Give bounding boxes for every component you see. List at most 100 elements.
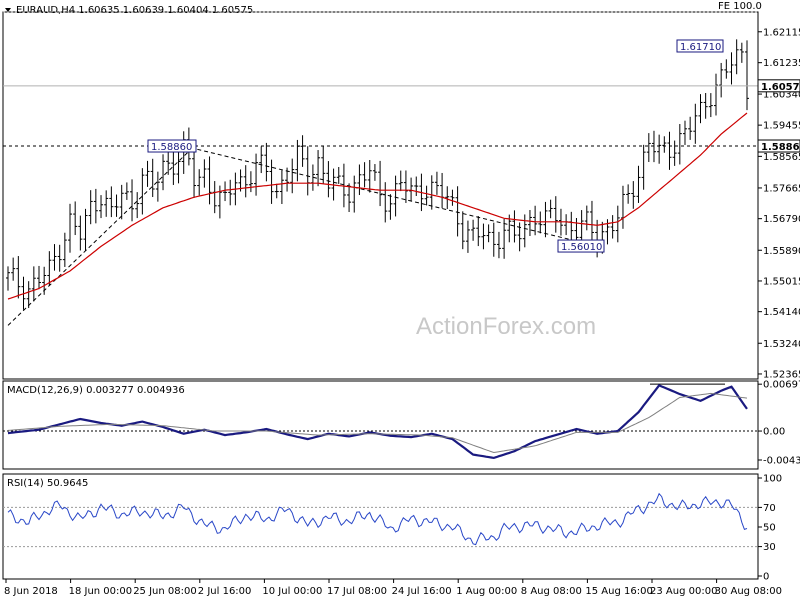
- rsi-y-axis: 100 70 50 30 0: [3, 474, 782, 583]
- macd-panel[interactable]: MACD(12,26,9) 0.003277 0.004936 0.006976…: [2, 380, 800, 470]
- price-bar: [434, 171, 439, 195]
- price-bar: [615, 205, 620, 243]
- price-bar: [104, 190, 109, 217]
- fe-label: FE 100.0: [718, 1, 762, 12]
- price-bar: [367, 160, 372, 193]
- price-bar: [429, 175, 434, 210]
- price-bar: [238, 169, 243, 192]
- price-bar: [651, 130, 656, 163]
- price-bar: [548, 199, 553, 219]
- price-bar: [93, 188, 98, 224]
- price-bar: [42, 266, 47, 295]
- price-bar: [321, 145, 326, 185]
- price-bar: [161, 154, 166, 191]
- price-tick-label: 1.53240: [763, 339, 800, 350]
- price-bar: [207, 156, 212, 205]
- price-bar: [78, 215, 83, 251]
- time-tick-label: 2 Jul 16:00: [198, 586, 252, 597]
- header-triangle-icon: [5, 8, 11, 12]
- price-tick-label: 1.56790: [763, 214, 800, 225]
- price-bar: [290, 158, 295, 194]
- rsi-path: [7, 492, 748, 546]
- price-bar: [383, 182, 388, 223]
- price-bar: [150, 158, 155, 198]
- price-bar: [326, 161, 331, 198]
- time-tick-label: 17 Jul 08:00: [327, 586, 387, 597]
- rsi-line: [7, 492, 748, 546]
- rsi-title: RSI(14) 50.9645: [7, 478, 88, 489]
- macd-signal-line: [7, 392, 748, 454]
- price-label-text: 1.58860: [151, 142, 192, 153]
- time-tick-label: 25 Jun 08:00: [133, 586, 197, 597]
- price-bar: [538, 211, 543, 234]
- price-tick-label: 1.62115: [763, 27, 800, 38]
- price-bar: [254, 153, 259, 196]
- price-bar: [99, 195, 104, 219]
- price-bar: [455, 186, 460, 237]
- price-tick-label: 1.55890: [763, 246, 800, 257]
- price-bar: [62, 232, 67, 267]
- price-bar: [259, 146, 264, 174]
- rsi-panel[interactable]: RSI(14) 50.9645 100 70 50 30 0: [2, 473, 782, 583]
- price-bar: [393, 175, 398, 217]
- price-bar: [362, 162, 367, 188]
- price-bar: [274, 183, 279, 199]
- price-bar: [135, 192, 140, 219]
- price-bar: [626, 184, 631, 204]
- price-bar: [662, 136, 667, 153]
- price-labels: 1.58860 1.61710 1.56010: [147, 39, 724, 253]
- price-bar: [114, 194, 119, 217]
- time-tick-label: 24 Jul 16:00: [392, 586, 452, 597]
- price-bar: [192, 146, 197, 198]
- current-price-text: 1.60575: [761, 82, 800, 93]
- price-label-text: 1.61710: [680, 42, 721, 53]
- price-label-box: 1.61710: [676, 39, 724, 53]
- rsi-tick-label: 30: [763, 542, 776, 553]
- price-bar: [295, 139, 300, 182]
- trendline: [7, 146, 195, 326]
- price-bar: [31, 266, 36, 302]
- macd-tick-label: 0.00: [763, 427, 785, 438]
- time-tick-label: 30 Aug 08:00: [715, 586, 782, 597]
- macd-y-axis: 0.006976 0.00 -0.00431: [3, 380, 800, 467]
- price-bar: [409, 177, 414, 202]
- price-bar: [202, 159, 207, 188]
- time-tick-label: 15 Aug 16:00: [585, 586, 652, 597]
- price-bar: [243, 165, 248, 198]
- macd-title: MACD(12,26,9) 0.003277 0.004936: [7, 385, 185, 396]
- price-bar: [269, 159, 274, 204]
- price-bar: [372, 164, 377, 181]
- rsi-tick-label: 100: [763, 474, 782, 485]
- price-bar: [26, 281, 31, 309]
- price-bar: [465, 220, 470, 253]
- price-bar: [486, 224, 491, 243]
- price-bar: [631, 181, 636, 209]
- level-axis-box: 1.58860: [757, 139, 800, 153]
- price-bar: [341, 163, 346, 208]
- price-bar: [724, 59, 729, 79]
- price-bar: [471, 219, 476, 241]
- price-bar: [68, 203, 73, 253]
- price-bar: [47, 251, 52, 286]
- price-bar: [37, 265, 42, 290]
- time-tick-label: 8 Jun 2018: [4, 586, 58, 597]
- price-bar: [197, 169, 202, 196]
- price-panel[interactable]: EURAUD,H4 1.60635 1.60639 1.60404 1.6057…: [2, 1, 800, 380]
- price-bar: [543, 201, 548, 238]
- price-tick-label: 1.60340: [763, 90, 800, 101]
- price-bar: [450, 189, 455, 206]
- price-bar: [83, 208, 88, 251]
- rsi-tick-label: 70: [763, 503, 776, 514]
- time-tick-label: 10 Jul 00:00: [262, 586, 322, 597]
- resistance-level-line: 1.58860: [3, 139, 800, 153]
- price-bar: [357, 164, 362, 196]
- price-bar: [316, 150, 321, 187]
- price-bar: [589, 200, 594, 244]
- price-bar: [140, 168, 145, 215]
- price-bar: [677, 124, 682, 165]
- price-bar: [119, 184, 124, 220]
- time-axis: 8 Jun 2018 18 Jun 00:00 25 Jun 08:00 2 Jul …: [4, 579, 782, 597]
- price-bar: [610, 215, 615, 239]
- rsi-tick-label: 0: [763, 572, 769, 583]
- price-bar: [424, 185, 429, 206]
